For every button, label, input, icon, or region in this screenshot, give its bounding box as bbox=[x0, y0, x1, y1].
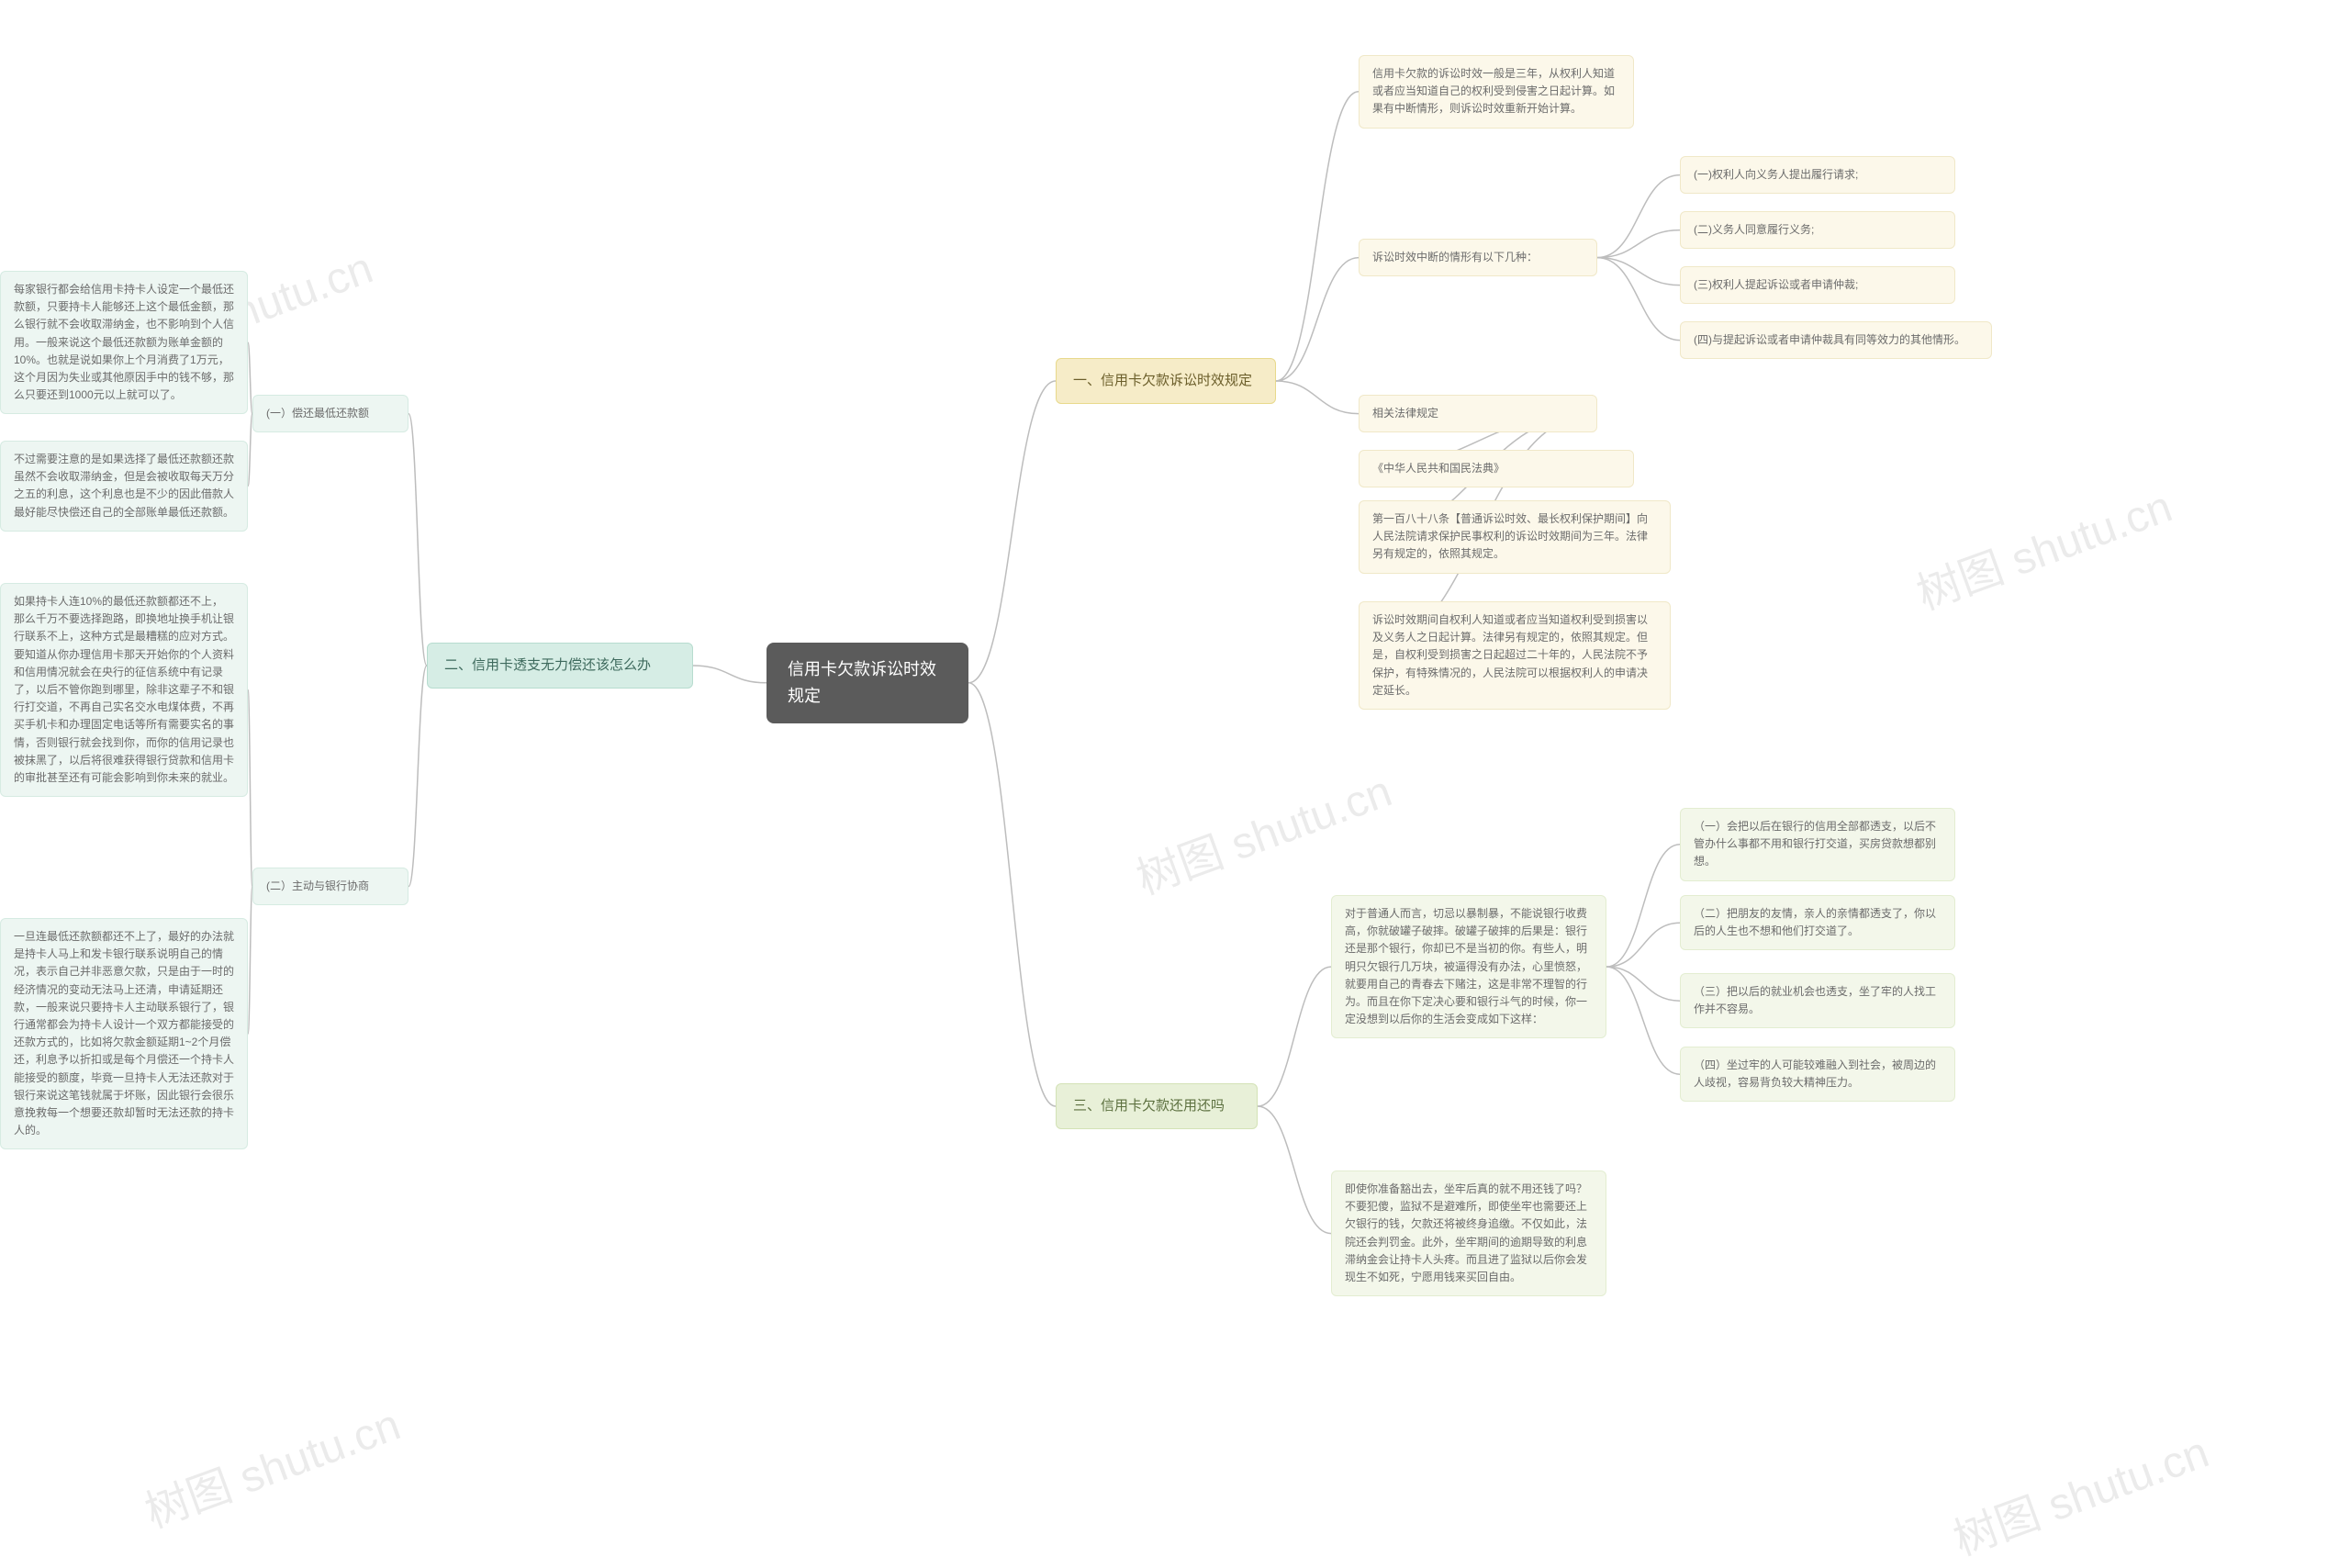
b1c3a: 《中华人民共和国民法典》 bbox=[1359, 450, 1634, 487]
b2c1a: 每家银行都会给信用卡持卡人设定一个最低还款额，只要持卡人能够还上这个最低金额，那… bbox=[0, 271, 248, 414]
b1c2: 诉讼时效中断的情形有以下几种： bbox=[1359, 239, 1597, 276]
connector-layer bbox=[0, 0, 2350, 1532]
b2c2: (二）主动与银行协商 bbox=[252, 868, 408, 905]
b2c1b: 不过需要注意的是如果选择了最低还款额还款虽然不会收取滞纳金，但是会被收取每天万分… bbox=[0, 441, 248, 532]
b3c2: 即使你准备豁出去，坐牢后真的就不用还钱了吗？不要犯傻，监狱不是避难所，即使坐牢也… bbox=[1331, 1170, 1606, 1296]
b1c3: 相关法律规定 bbox=[1359, 395, 1597, 432]
b1c2b: (二)义务人同意履行义务; bbox=[1680, 211, 1955, 249]
b2: 二、信用卡透支无力偿还该怎么办 bbox=[427, 643, 693, 689]
b3c1b: （二）把朋友的友情，亲人的亲情都透支了，你以后的人生也不想和他们打交道了。 bbox=[1680, 895, 1955, 950]
b2c2b: 一旦连最低还款额都还不上了，最好的办法就是持卡人马上和发卡银行联系说明自己的情况… bbox=[0, 918, 248, 1149]
b3: 三、信用卡欠款还用还吗 bbox=[1056, 1083, 1258, 1129]
b1c2d: (四)与提起诉讼或者申请仲裁具有同等效力的其他情形。 bbox=[1680, 321, 1992, 359]
b1c1: 信用卡欠款的诉讼时效一般是三年，从权利人知道或者应当知道自己的权利受到侵害之日起… bbox=[1359, 55, 1634, 129]
root: 信用卡欠款诉讼时效规定 bbox=[767, 643, 968, 723]
b3c1d: （四）坐过牢的人可能较难融入到社会，被周边的人歧视，容易背负较大精神压力。 bbox=[1680, 1047, 1955, 1102]
watermark: 树图 shutu.cn bbox=[1126, 755, 1399, 906]
b1c2c: (三)权利人提起诉讼或者申请仲裁; bbox=[1680, 266, 1955, 304]
b2c1: (一）偿还最低还款额 bbox=[252, 395, 408, 432]
watermark: 树图 shutu.cn bbox=[1943, 1416, 2216, 1567]
b3c1: 对于普通人而言，切忌以暴制暴，不能说银行收费高，你就破罐子破摔。破罐子破摔的后果… bbox=[1331, 895, 1606, 1038]
b3c1c: （三）把以后的就业机会也透支，坐了牢的人找工作并不容易。 bbox=[1680, 973, 1955, 1028]
b1c3b: 第一百八十八条【普通诉讼时效、最长权利保护期间】向人民法院请求保护民事权利的诉讼… bbox=[1359, 500, 1671, 574]
watermark: 树图 shutu.cn bbox=[1907, 470, 2179, 622]
b3c1a: （一）会把以后在银行的信用全部都透支，以后不管办什么事都不用和银行打交道，买房贷… bbox=[1680, 808, 1955, 881]
b1: 一、信用卡欠款诉讼时效规定 bbox=[1056, 358, 1276, 404]
b1c3c: 诉讼时效期间自权利人知道或者应当知道权利受到损害以及义务人之日起计算。法律另有规… bbox=[1359, 601, 1671, 710]
b1c2a: (一)权利人向义务人提出履行请求; bbox=[1680, 156, 1955, 194]
b2c2a: 如果持卡人连10%的最低还款额都还不上，那么千万不要选择跑路，即换地址换手机让银… bbox=[0, 583, 248, 797]
watermark: 树图 shutu.cn bbox=[135, 1388, 408, 1540]
